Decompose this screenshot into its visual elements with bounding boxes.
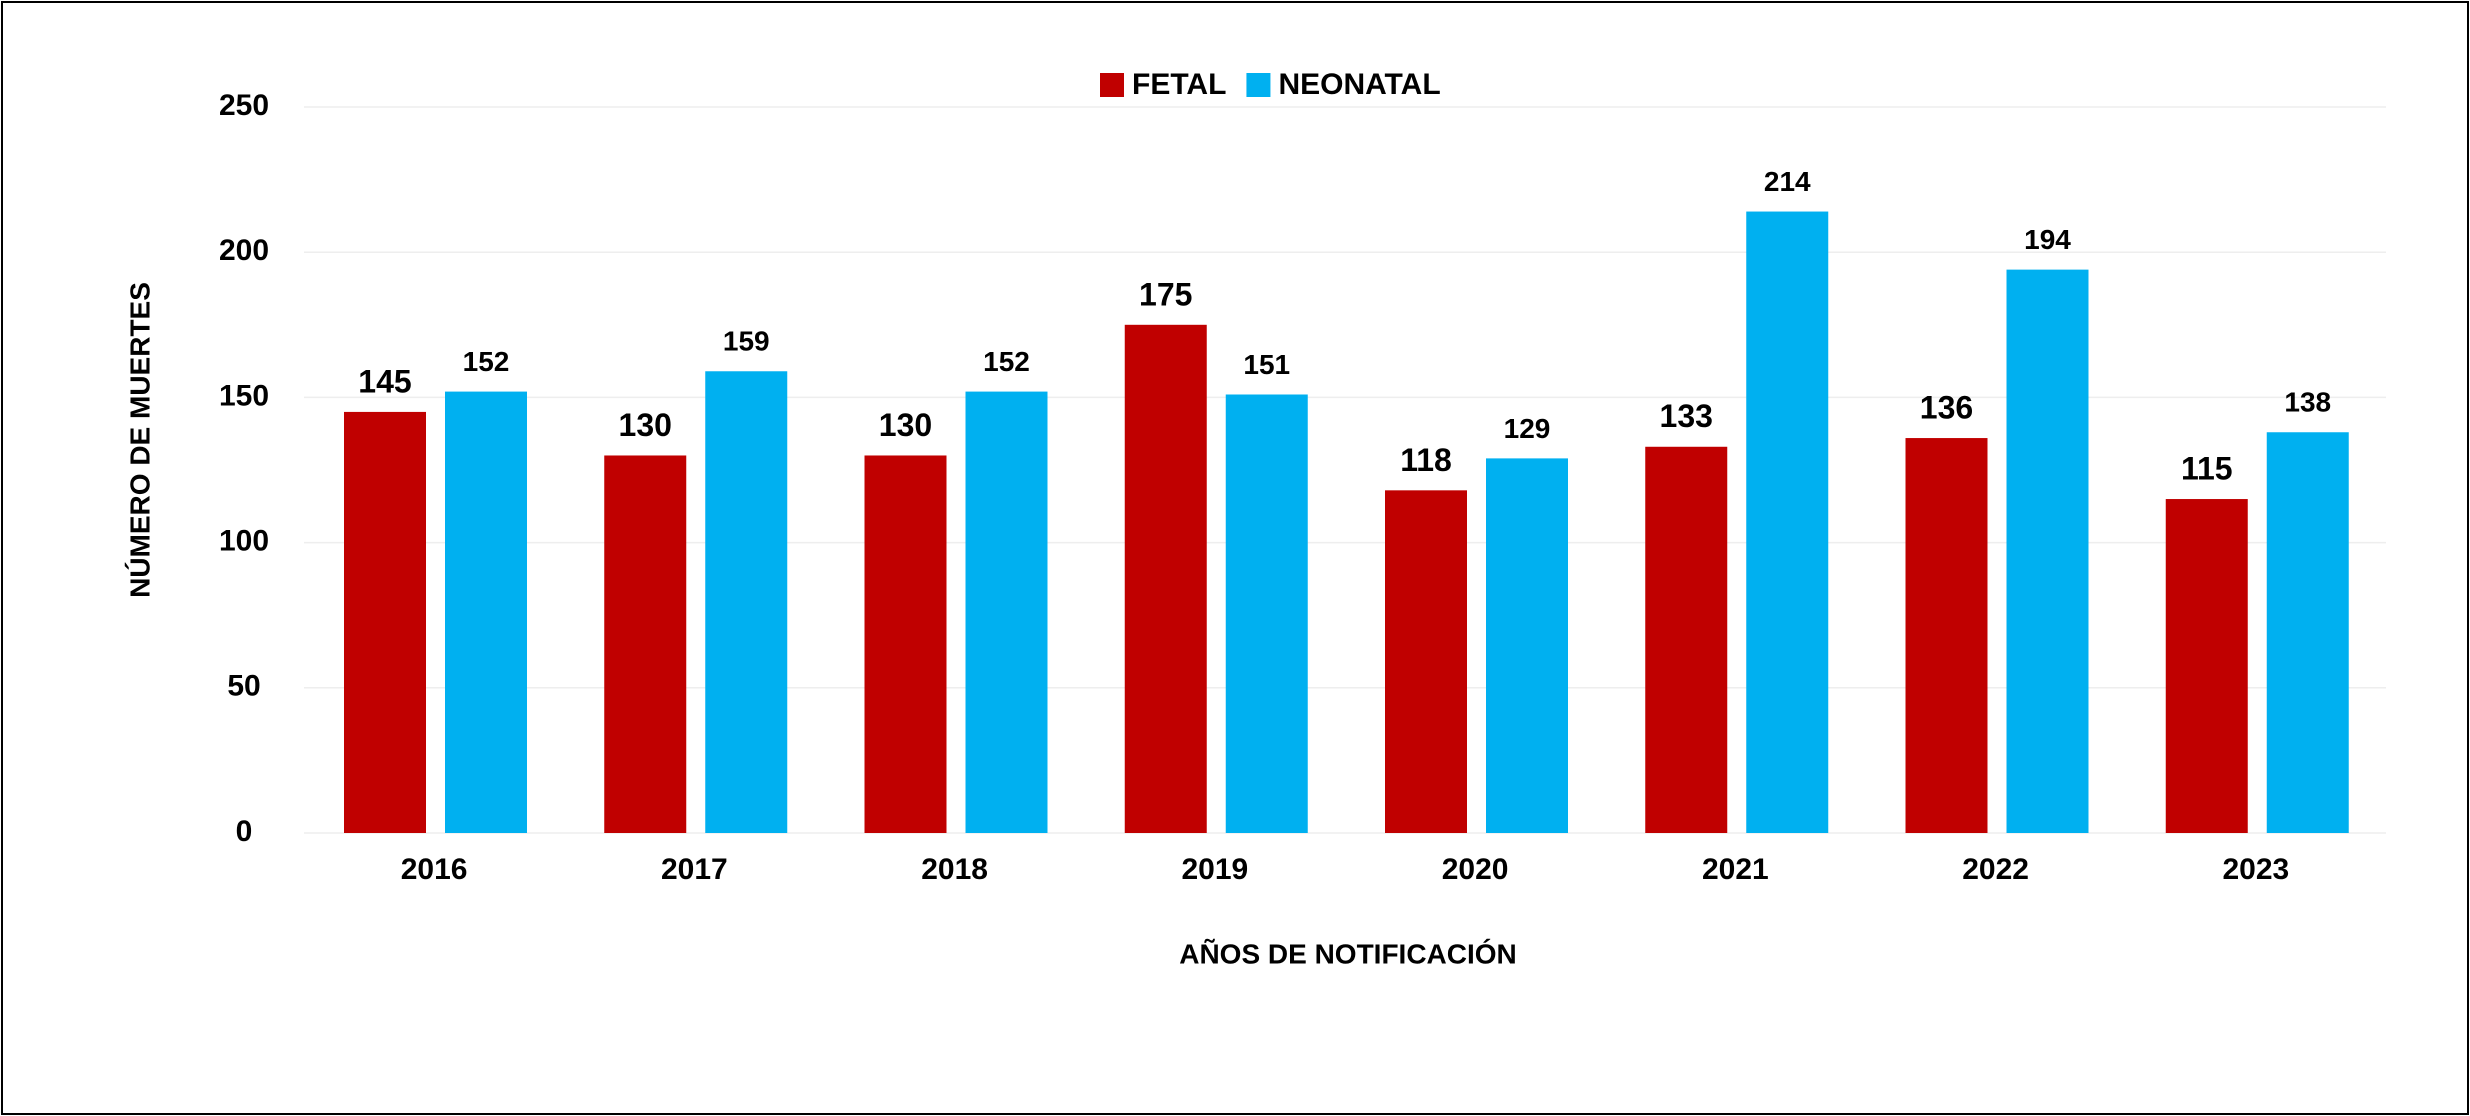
x-tick-label: 2017 [661,853,728,886]
y-axis-title: NÚMERO DE MUERTES [124,282,155,598]
data-label: 152 [983,346,1030,377]
bar [1645,446,1728,833]
y-tick-label: 200 [219,234,269,267]
bar [2266,432,2349,833]
data-label: 151 [1243,349,1290,380]
legend-swatch [1246,73,1271,97]
bar [965,391,1048,833]
data-label: 138 [2284,387,2331,418]
x-axis-title: AÑOS DE NOTIFICACIÓN [1179,938,1517,969]
bar [2165,499,2248,833]
data-label: 194 [2024,224,2071,255]
bar [1746,211,1829,833]
bar [445,391,527,833]
y-tick-label: 100 [219,525,269,558]
legend-swatch [1100,73,1124,97]
bar [1385,490,1467,833]
data-label: 136 [1920,390,1973,426]
legend-label: FETAL [1132,68,1226,101]
y-tick-label: 150 [219,379,269,412]
data-label: 118 [1400,442,1452,478]
data-label: 129 [1504,413,1551,444]
data-label: 145 [358,363,411,399]
bar [1225,394,1308,833]
y-tick-label: 250 [219,89,269,122]
x-tick-label: 2021 [1702,853,1769,886]
bar [705,371,788,833]
data-label: 130 [619,407,672,443]
bar [864,455,947,833]
data-label: 214 [1764,166,1811,197]
y-tick-label: 50 [227,670,260,703]
x-tick-label: 2022 [1962,853,2029,886]
data-label: 115 [2181,450,2233,486]
bar [1486,458,1568,833]
x-tick-label: 2018 [921,853,988,886]
y-tick-label: 0 [236,815,253,848]
bar [1124,324,1207,833]
data-label: 152 [463,346,510,377]
bar [344,411,426,833]
bar [604,455,687,833]
bar [1905,438,1988,833]
x-tick-label: 2016 [401,853,468,886]
x-tick-label: 2023 [2223,853,2290,886]
x-tick-label: 2020 [1442,853,1509,886]
data-label: 175 [1139,276,1192,312]
x-tick-label: 2019 [1182,853,1249,886]
bar [2006,269,2089,833]
legend-label: NEONATAL [1278,68,1440,101]
data-label: 159 [723,326,770,357]
data-label: 130 [879,407,932,443]
data-label: 133 [1660,398,1713,434]
